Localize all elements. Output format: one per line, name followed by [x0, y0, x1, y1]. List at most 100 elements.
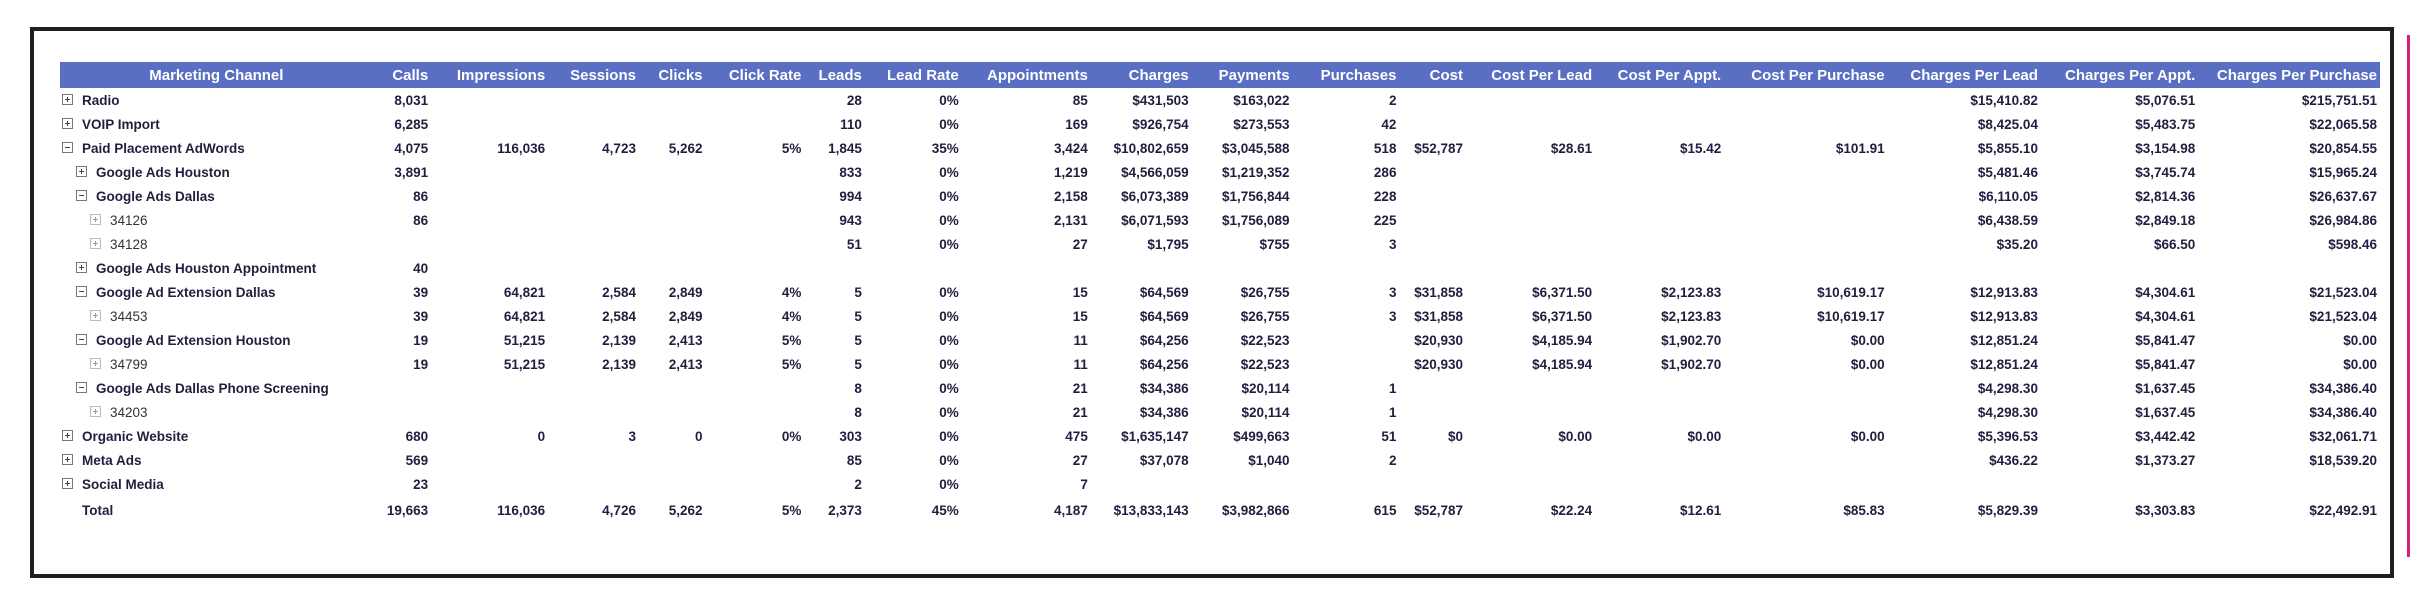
column-header[interactable]: Charges Per Purchase [2198, 62, 2380, 88]
value-cell: $3,442.42 [2135, 428, 2196, 444]
column-header[interactable]: Cost Per Purchase [1724, 62, 1888, 88]
value-cell: $64,569 [1139, 284, 1189, 300]
expand-icon[interactable] [90, 358, 101, 370]
value-cell: 569 [405, 452, 429, 468]
value-cell: $26,755 [1240, 284, 1290, 300]
value-cell: $6,371.50 [1532, 284, 1593, 300]
column-header[interactable]: Cost Per Appt. [1595, 62, 1725, 88]
column-header[interactable]: Lead Rate [864, 62, 962, 88]
value-cell: $101.91 [1835, 140, 1885, 156]
value-cell [1399, 208, 1466, 232]
value-cell: 5% [781, 332, 802, 348]
expand-icon[interactable] [62, 94, 73, 106]
value-cell [706, 184, 805, 208]
collapse-icon[interactable] [76, 334, 87, 346]
value-cell: 45% [931, 502, 959, 518]
value-cell: $31,858 [1414, 308, 1464, 324]
value-cell [1595, 112, 1724, 136]
value-cell: 35% [931, 140, 959, 156]
table-row: 34799 19 51,215 2,139 2,413 5% 5 0% 11 $64,256 $22… [60, 352, 2380, 376]
value-cell [706, 256, 805, 280]
value-cell: $6,110.05 [1978, 188, 2038, 204]
value-cell: $3,303.83 [2135, 502, 2196, 518]
value-cell: 5,262 [668, 140, 703, 156]
value-cell: $18,539.20 [2309, 452, 2377, 468]
channel-cell: VOIP Import [60, 112, 373, 136]
value-cell: $12,851.24 [1970, 356, 2038, 372]
value-cell: 680 [405, 428, 429, 444]
value-cell: $273,553 [1233, 116, 1290, 132]
expand-icon[interactable] [90, 310, 101, 322]
column-header[interactable]: Clicks [638, 62, 706, 88]
value-cell [431, 400, 548, 424]
expand-icon[interactable] [62, 454, 73, 466]
column-header[interactable]: Appointments [961, 62, 1091, 88]
value-cell [639, 232, 706, 256]
value-cell [431, 160, 548, 184]
column-header[interactable]: Payments [1191, 62, 1293, 88]
expand-icon[interactable] [76, 262, 87, 274]
expand-icon[interactable] [62, 118, 73, 130]
value-cell: 4,723 [602, 140, 636, 156]
value-cell [1466, 376, 1595, 400]
column-header[interactable]: Marketing Channel [60, 62, 373, 88]
value-cell: 5 [854, 308, 862, 324]
value-cell: 2 [854, 476, 862, 492]
value-cell: 39 [413, 308, 429, 324]
value-cell [804, 256, 865, 280]
column-header[interactable]: Charges [1090, 62, 1192, 88]
value-cell: 0% [939, 236, 959, 252]
column-header[interactable]: Sessions [548, 62, 639, 88]
collapse-icon[interactable] [76, 382, 87, 394]
value-cell: 0 [537, 428, 546, 444]
value-cell: 2,413 [668, 356, 703, 372]
value-cell [1399, 184, 1466, 208]
value-cell [1724, 184, 1887, 208]
column-header[interactable]: Leads [804, 62, 865, 88]
value-cell [1595, 208, 1724, 232]
value-cell: 51 [846, 236, 862, 252]
column-header[interactable]: Cost Per Lead [1466, 62, 1596, 88]
expand-icon[interactable] [90, 214, 101, 226]
value-cell: $15,410.82 [1970, 92, 2038, 108]
collapse-icon[interactable] [62, 142, 73, 154]
value-cell [1888, 256, 2041, 280]
value-cell: 1,219 [1054, 164, 1088, 180]
expand-icon[interactable] [62, 478, 73, 490]
value-cell [1724, 160, 1887, 184]
column-header[interactable]: Impressions [431, 62, 549, 88]
value-cell: 4,726 [602, 502, 636, 518]
expand-icon[interactable] [76, 166, 87, 178]
value-cell: 3 [628, 428, 636, 444]
value-cell: 303 [839, 428, 862, 444]
column-header[interactable]: Charges Per Lead [1887, 62, 2041, 88]
value-cell: 5 [854, 284, 862, 300]
value-cell: 2,413 [668, 332, 703, 348]
value-cell [639, 376, 706, 400]
table-row: Google Ads Houston Appointment 40 [60, 256, 2380, 280]
column-header[interactable]: Cost [1399, 62, 1467, 88]
value-cell: 5% [781, 140, 802, 156]
value-cell [1091, 472, 1192, 496]
value-cell: $32,061.71 [2309, 428, 2377, 444]
column-header[interactable]: Click Rate [705, 62, 805, 88]
column-header[interactable]: Purchases [1292, 62, 1400, 88]
expand-icon[interactable] [62, 430, 73, 442]
value-cell [639, 472, 706, 496]
value-cell: $22,492.91 [2309, 502, 2377, 518]
column-header[interactable]: Charges Per Appt. [2040, 62, 2199, 88]
column-header[interactable]: Calls [372, 62, 432, 88]
expand-icon[interactable] [90, 238, 101, 250]
collapse-icon[interactable] [76, 190, 87, 202]
value-cell [548, 232, 639, 256]
expand-icon[interactable] [90, 406, 101, 418]
value-cell [431, 448, 548, 472]
collapse-icon[interactable] [76, 286, 87, 298]
value-cell: $1,637.45 [2135, 404, 2196, 420]
value-cell: $52,787 [1414, 502, 1464, 518]
value-cell: 8,031 [394, 92, 429, 108]
value-cell: 475 [1065, 428, 1088, 444]
value-cell: $64,256 [1139, 356, 1189, 372]
value-cell: $21,523.04 [2309, 308, 2377, 324]
value-cell [373, 400, 432, 424]
